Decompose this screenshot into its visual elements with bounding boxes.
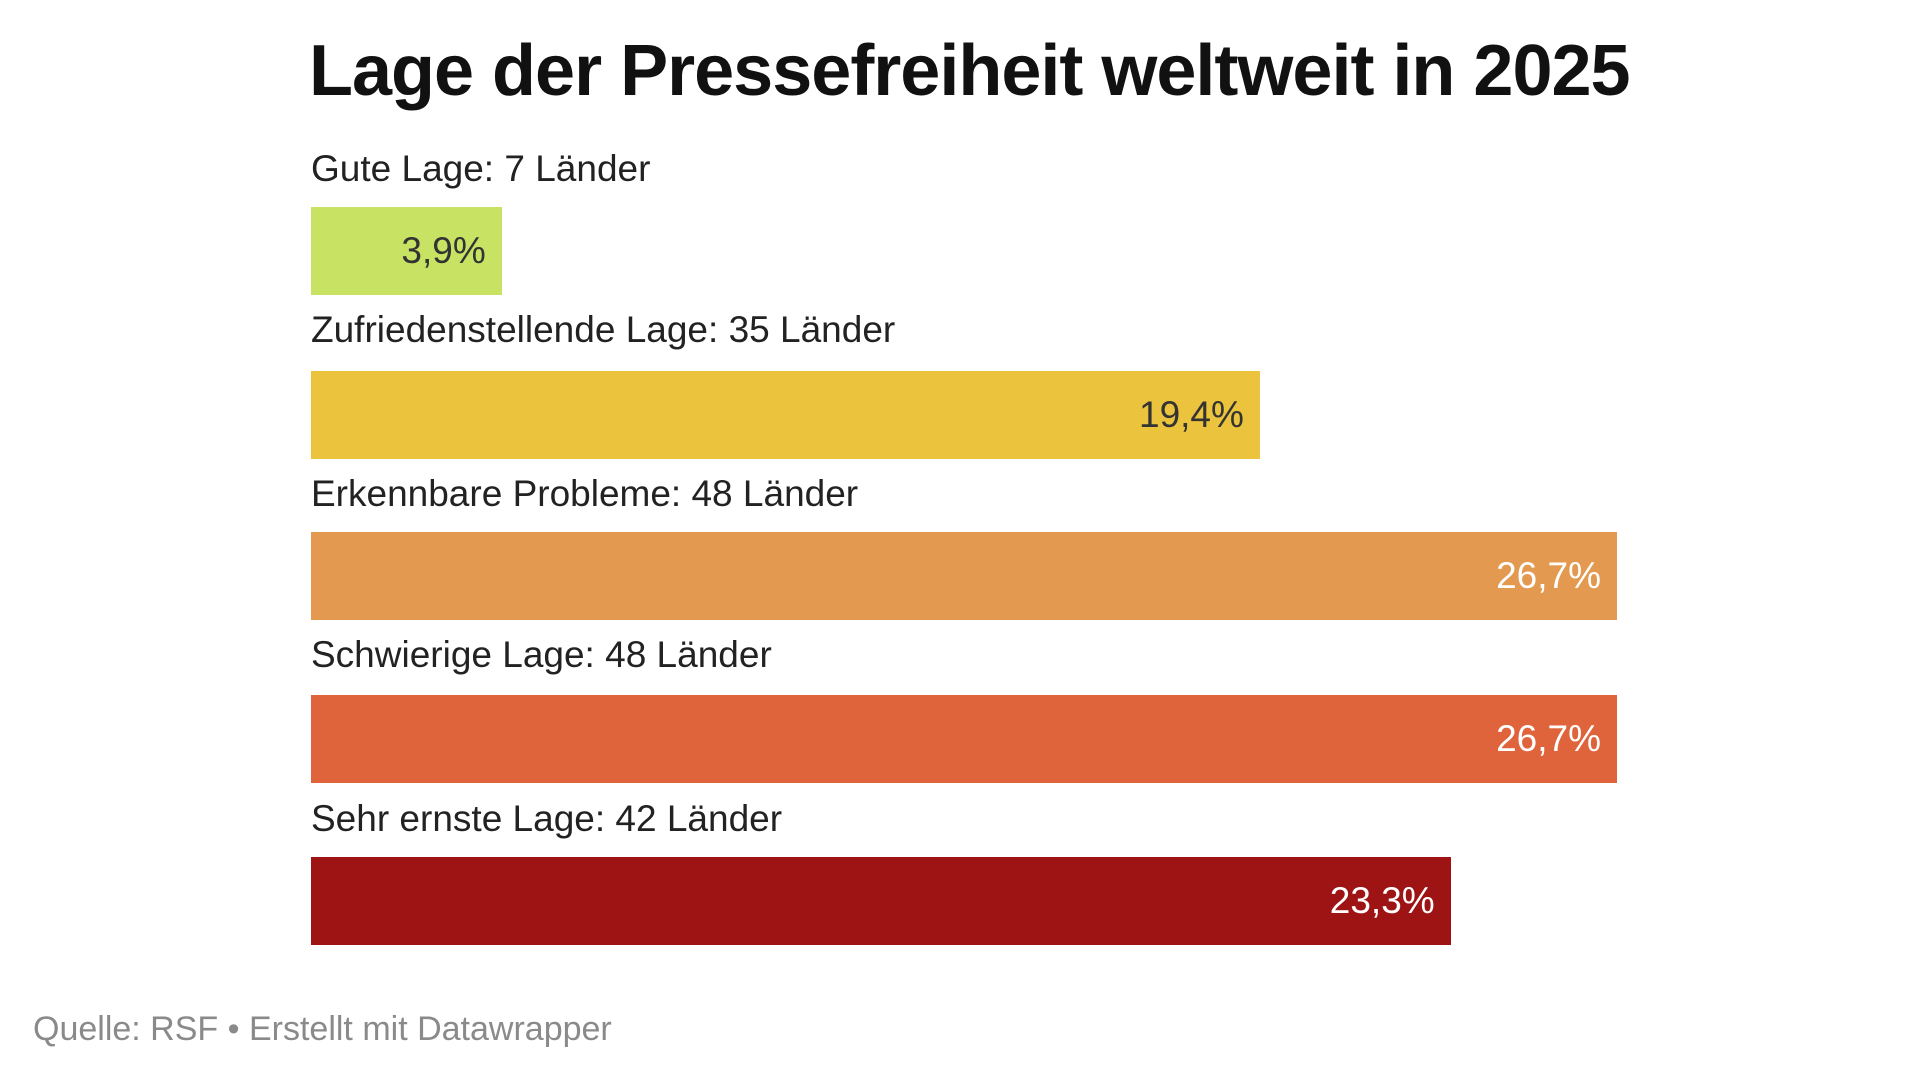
value-label: 26,7%	[1496, 718, 1601, 759]
value-label: 23,3%	[1329, 880, 1435, 921]
value-label: 26,7%	[1496, 555, 1601, 596]
bar: 19,4%	[311, 371, 1260, 459]
category-label: Zufriedenstellende Lage: 35 Länder	[311, 309, 896, 350]
category-label: Sehr ernste Lage: 42 Länder	[311, 798, 783, 839]
chart-title: Lage der Pressefreiheit weltweit in 2025	[309, 31, 1631, 111]
category-label: Gute Lage: 7 Länder	[311, 148, 651, 189]
category-label: Erkennbare Probleme: 48 Länder	[311, 473, 859, 514]
value-label: 3,9%	[401, 230, 486, 271]
source-footer: Quelle: RSF • Erstellt mit Datawrapper	[33, 1010, 612, 1048]
bar: 26,7%	[311, 532, 1617, 620]
category-label: Schwierige Lage: 48 Länder	[311, 634, 772, 675]
bar: 3,9%	[311, 207, 502, 295]
value-label: 19,4%	[1139, 394, 1244, 435]
bar: 23,3%	[311, 857, 1451, 945]
bar: 26,7%	[311, 695, 1617, 783]
